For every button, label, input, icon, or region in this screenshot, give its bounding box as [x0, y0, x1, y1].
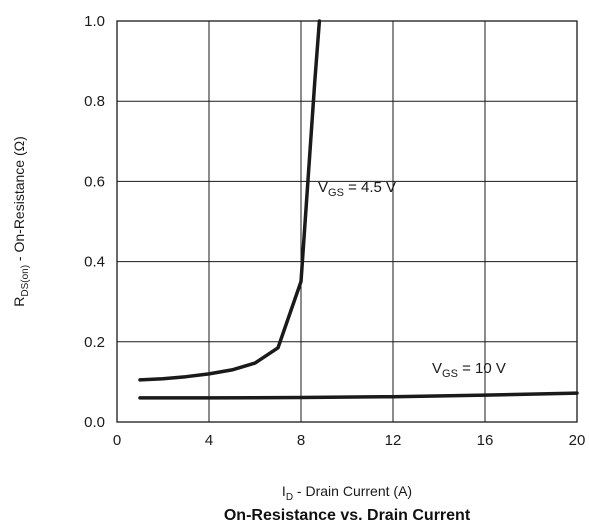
series-label-vgs-10: VGS = 10 V: [432, 360, 506, 380]
y-tick-label: 1.0: [84, 13, 105, 30]
x-tick-label: 20: [569, 432, 586, 449]
y-tick-label: 0.2: [84, 334, 105, 351]
y-tick-labels: 0.0 0.2 0.4 0.6 0.8 1.0: [84, 13, 105, 431]
y-tick-label: 0.4: [84, 254, 105, 271]
series-label-vgs-4-5: VGS = 4.5 V: [318, 179, 396, 199]
y-tick-label: 0.0: [84, 414, 105, 431]
series-line-vgs-4-5: [138, 19, 322, 382]
plot-frame: [116, 20, 578, 423]
chart-title: On-Resistance vs. Drain Current: [224, 507, 471, 524]
y-axis-label: RDS(on) - On-Resistance (Ω): [11, 136, 31, 307]
grid-lines: [117, 21, 577, 422]
y-tick-label: 0.8: [84, 93, 105, 110]
x-tick-labels: 0 4 8 12 16 20: [113, 432, 586, 449]
series-lines: [138, 19, 579, 400]
y-tick-label: 0.6: [84, 173, 105, 190]
series-line-vgs-10: [138, 391, 579, 400]
x-tick-label: 12: [385, 432, 402, 449]
x-tick-label: 16: [477, 432, 494, 449]
x-tick-label: 4: [205, 432, 213, 449]
x-tick-label: 0: [113, 432, 121, 449]
x-axis-label: ID - Drain Current (A): [282, 483, 412, 503]
x-tick-label: 8: [297, 432, 305, 449]
